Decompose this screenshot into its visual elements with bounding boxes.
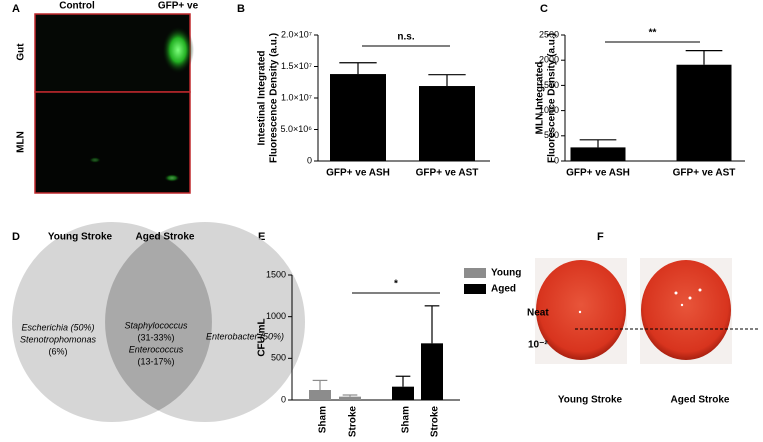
y-tick-label: 1000 — [266, 311, 286, 321]
x-tick-label: GFP+ ve ASH — [566, 168, 630, 179]
legend-label: Aged — [491, 284, 516, 295]
legend-swatch — [464, 284, 486, 294]
plate-caption: Young Stroke — [558, 395, 623, 406]
set-text: Enterococcus — [129, 344, 184, 354]
bar — [330, 74, 386, 161]
set-title: Aged Stroke — [136, 232, 195, 243]
panel-label: A — [12, 3, 20, 15]
set-text: (31-33%) — [137, 332, 174, 342]
x-tick-label: GFP+ ve ASH — [326, 168, 390, 179]
legend-swatch — [464, 268, 486, 278]
panel-label: F — [597, 231, 604, 243]
column-label: Control — [59, 1, 95, 12]
dilution-label: 10⁻² — [528, 340, 548, 351]
bar — [676, 64, 732, 161]
panel-label: D — [12, 231, 20, 243]
annotation: n.s. — [397, 32, 414, 43]
legend-label: Young — [491, 268, 521, 279]
y-tick-label: 500 — [544, 130, 559, 140]
y-tick-label: 1500 — [539, 80, 559, 90]
y-tick-label: 1.5×10⁷ — [281, 61, 312, 71]
y-axis-label: CFU/mL — [257, 318, 268, 356]
x-tick-label: GFP+ ve AST — [416, 168, 479, 179]
bar — [421, 343, 443, 400]
set-text: Staphylococcus — [124, 320, 188, 330]
x-tick-label: Stroke — [348, 406, 359, 437]
y-tick-label: 0 — [307, 155, 312, 165]
set-title: Young Stroke — [48, 232, 113, 243]
set-text: Escherichia (50%) — [21, 322, 94, 332]
panel-label: C — [540, 3, 548, 15]
y-tick-label: 2000 — [539, 55, 559, 65]
y-tick-label: 1.0×10⁷ — [281, 92, 312, 102]
row-label: MLN — [16, 131, 27, 153]
x-tick-label: Stroke — [430, 406, 441, 437]
y-axis-label: MLN Integrated — [535, 62, 546, 135]
bar — [392, 386, 414, 400]
y-tick-label: 2.0×10⁷ — [281, 29, 312, 39]
venn: Young Stroke Aged Stroke Escherichia (50… — [12, 222, 305, 422]
bar — [309, 390, 331, 400]
set-text: Enterobacter (50%) — [206, 331, 284, 341]
column-label: GFP+ ve — [158, 1, 199, 12]
x-tick-label: Sham — [401, 406, 412, 433]
microscopy: Control GFP+ ve Gut MLN — [16, 1, 199, 194]
y-tick-label: 0 — [281, 394, 286, 404]
bar — [570, 147, 626, 161]
set-text: (13-17%) — [137, 356, 174, 366]
y-axis-label: Fluorescence Density (a.u.) — [269, 33, 280, 163]
panel-label: E — [258, 231, 265, 243]
set-text: (6%) — [48, 346, 67, 356]
dilution-label: Neat — [527, 308, 549, 319]
y-tick-label: 2500 — [539, 29, 559, 39]
y-tick-label: 1500 — [266, 269, 286, 279]
x-tick-label: GFP+ ve AST — [673, 168, 736, 179]
y-tick-label: 1000 — [539, 105, 559, 115]
annotation: ** — [649, 28, 657, 39]
y-tick-label: 0 — [554, 155, 559, 165]
panel-label: B — [237, 3, 245, 15]
x-tick-label: Sham — [318, 406, 329, 433]
set-text: Stenotrophomonas — [20, 334, 97, 344]
plate-caption: Aged Stroke — [671, 395, 730, 406]
bar — [419, 86, 475, 161]
y-axis-label: Fluorescence Density (a.u.) — [547, 33, 558, 163]
annotation: * — [394, 279, 398, 290]
y-tick-label: 500 — [271, 353, 286, 363]
row-label: Gut — [16, 43, 27, 61]
y-axis-label: Intestinal Integrated — [257, 50, 268, 145]
bar — [339, 396, 361, 400]
plates: Neat 10⁻² Young Stroke Aged Stroke — [527, 258, 758, 406]
y-tick-label: 5.0×10⁶ — [281, 124, 313, 134]
